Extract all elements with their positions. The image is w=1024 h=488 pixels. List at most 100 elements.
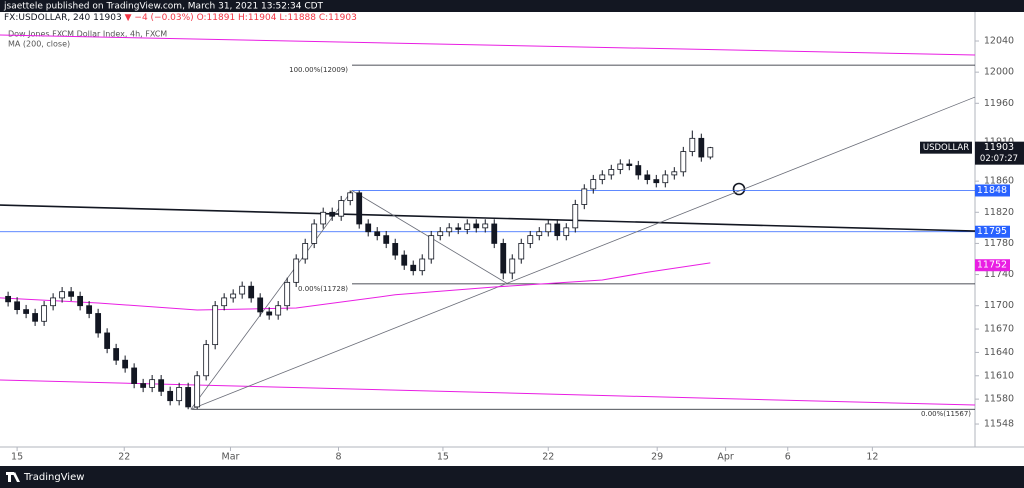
candle-body xyxy=(536,231,543,237)
candle-body xyxy=(140,383,147,388)
y-tick-label: 11740 xyxy=(984,269,1014,280)
y-tick-label: 11670 xyxy=(984,324,1014,335)
candle-body xyxy=(383,235,390,244)
candle-body xyxy=(266,311,273,316)
candle-body xyxy=(635,165,642,176)
moving-average xyxy=(0,262,711,311)
candle-body xyxy=(455,227,462,230)
candle-body xyxy=(518,243,525,260)
candle-body xyxy=(221,297,228,307)
trendline xyxy=(0,379,976,406)
candle-body xyxy=(176,387,183,402)
candle-body xyxy=(14,301,21,310)
candle-body xyxy=(491,223,498,244)
x-tick-label: 29 xyxy=(651,452,663,463)
candle-body xyxy=(563,227,570,237)
x-tick-label: Mar xyxy=(222,452,240,463)
candle-body xyxy=(239,285,246,295)
fib-label: 100.00%(12009) xyxy=(289,66,348,74)
candle-body xyxy=(86,305,93,314)
candle-body xyxy=(248,285,255,299)
y-tick-label: 11780 xyxy=(984,238,1014,249)
trendline xyxy=(0,34,976,56)
candle-body xyxy=(23,309,30,314)
candle-body xyxy=(365,223,372,233)
x-tick-label: 6 xyxy=(785,452,791,463)
y-tick-label: 12000 xyxy=(984,67,1014,78)
x-tick-label: 15 xyxy=(437,452,449,463)
x-tick-label: 12 xyxy=(866,452,878,463)
symbol-name: FX:USDOLLAR, 240 xyxy=(4,13,91,23)
candle-body xyxy=(329,211,336,217)
candle-body xyxy=(302,243,309,260)
candle-body xyxy=(410,264,417,272)
candle-body xyxy=(446,227,453,233)
series-title: Dow Jones FXCM Dollar Index, 4h, FXCM xyxy=(8,30,167,39)
candle-body xyxy=(482,223,489,229)
candle-body xyxy=(509,258,516,274)
fib-label: 0.00%(11567) xyxy=(921,410,971,418)
x-tick-label: 22 xyxy=(118,452,130,463)
candle-body xyxy=(527,235,534,244)
footer-brand: TradingView xyxy=(23,472,84,483)
candle-body xyxy=(392,243,399,256)
candle-body xyxy=(167,390,174,402)
countdown-label: 02:07:27 xyxy=(980,154,1018,164)
candle-body xyxy=(671,171,678,176)
y-tick-label: 11548 xyxy=(984,419,1014,430)
x-tick-label: 8 xyxy=(335,452,341,463)
trendline xyxy=(190,96,976,410)
candle-body xyxy=(698,137,705,158)
candle-body xyxy=(581,188,588,205)
x-tick-label: 15 xyxy=(11,452,23,463)
symbol-box xyxy=(920,141,972,154)
candle-body xyxy=(428,235,435,260)
candle-body xyxy=(194,375,201,408)
candle-body xyxy=(158,379,165,392)
y-tick-label: 11960 xyxy=(984,98,1014,109)
indicator-title: MA (200, close) xyxy=(8,40,70,49)
logo xyxy=(6,472,20,482)
price-box-label: 11795 xyxy=(977,226,1007,237)
last-price-box xyxy=(975,141,1024,165)
candle-body xyxy=(50,297,57,307)
x-tick-label: 22 xyxy=(542,452,554,463)
candle-body xyxy=(545,223,552,233)
candle-body xyxy=(311,223,318,244)
candle-body xyxy=(662,174,669,184)
y-tick-label: 12040 xyxy=(984,36,1014,47)
candle-body xyxy=(41,305,48,322)
y-tick-label: 11820 xyxy=(984,207,1014,218)
candle-body xyxy=(203,344,210,377)
candle-body xyxy=(626,163,633,166)
candle-body xyxy=(374,231,381,237)
candle-body xyxy=(554,223,561,237)
publisher: jsaettele published on TradingView.com, … xyxy=(3,2,324,12)
candle-body xyxy=(590,179,597,190)
candle-body xyxy=(644,174,651,180)
candle-body xyxy=(599,174,606,180)
trendline xyxy=(0,204,976,232)
candle-body xyxy=(356,192,363,225)
candle-body xyxy=(707,147,714,158)
y-tick-label: 11700 xyxy=(984,300,1014,311)
candle-body xyxy=(131,367,138,384)
candle-body xyxy=(689,137,696,152)
candle-body xyxy=(401,254,408,266)
candle-body xyxy=(500,243,507,274)
candle-body xyxy=(419,258,426,272)
candle-body xyxy=(95,313,102,334)
candle-body xyxy=(212,305,219,346)
symbol: FX:USDOLLAR, 240 11903 ▼ −4 (−0.03%) O:1… xyxy=(4,13,357,23)
candle-body xyxy=(185,387,192,408)
candle-body xyxy=(122,359,129,369)
candle-body xyxy=(293,258,300,283)
y-tick-label: 11640 xyxy=(984,347,1014,358)
price-box xyxy=(975,259,1010,272)
symbol-box-label: USDOLLAR xyxy=(923,143,969,153)
candle-body xyxy=(59,291,66,299)
candle-body xyxy=(149,379,156,388)
footer-bar xyxy=(0,466,1024,488)
candle-body xyxy=(653,179,660,184)
candle-body xyxy=(617,163,624,170)
